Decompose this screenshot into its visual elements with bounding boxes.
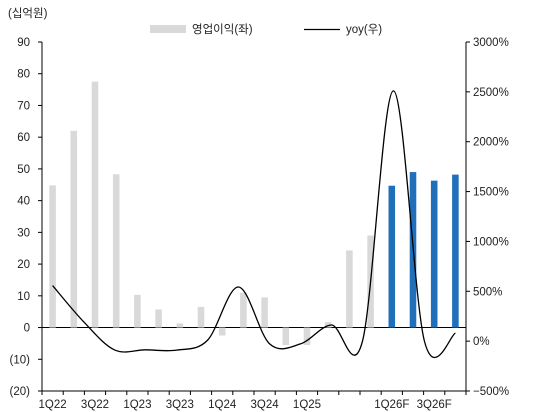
bar: [197, 306, 205, 328]
bar: [324, 322, 332, 328]
x-tick-label: 3Q26F: [417, 399, 452, 411]
line-series: [52, 90, 456, 359]
bar: [112, 174, 120, 328]
right-tick-label: 3000%: [473, 37, 509, 49]
bar: [303, 327, 311, 345]
legend-label-line: yoy(우): [346, 23, 382, 36]
bar-estimate: [430, 180, 438, 328]
bar-estimate: [452, 174, 459, 328]
bar: [240, 292, 247, 328]
x-tick-label: 3Q23: [166, 399, 194, 411]
bar-estimate: [388, 185, 396, 328]
unit-label: (십억원): [8, 6, 48, 20]
right-tick-label: 2000%: [473, 137, 509, 149]
bar: [155, 309, 162, 328]
bar: [261, 297, 268, 328]
right-tick-label: 2500%: [473, 87, 509, 99]
bar: [218, 327, 226, 336]
left-tick-label: 60: [17, 132, 30, 144]
left-tick-label: 0: [24, 323, 30, 335]
right-tick-label: 0%: [473, 336, 490, 348]
legend-label-bar: 영업이익(좌): [192, 23, 253, 36]
right-tick-label: 1000%: [473, 236, 509, 248]
left-tick-label: 30: [17, 227, 30, 239]
bar-series: [49, 81, 459, 345]
x-tick-label: 1Q22: [39, 399, 67, 411]
x-tick-label: 3Q22: [81, 399, 109, 411]
left-tick-label: 10: [17, 291, 30, 303]
legend-swatch-bar: [150, 25, 186, 33]
right-tick-label: 500%: [473, 286, 502, 298]
x-tick-label: 1Q25: [293, 399, 321, 411]
bar: [70, 130, 78, 328]
left-tick-label: 20: [17, 259, 30, 271]
left-tick-label: 70: [17, 100, 30, 112]
x-tick-label: 1Q26F: [374, 399, 409, 411]
x-tick-label: 1Q24: [208, 399, 237, 411]
axes: [41, 42, 467, 392]
left-axis-ticks: (20) (10) 0 10 20 30 40 50 60 70 80 90: [10, 37, 42, 398]
bar: [91, 81, 99, 328]
left-tick-label: (20): [10, 386, 31, 398]
yoy-line: [52, 90, 456, 359]
bar: [49, 185, 56, 328]
left-tick-label: 80: [17, 69, 30, 81]
legend: 영업이익(좌) yoy(우): [150, 23, 382, 36]
right-tick-label: −500%: [473, 386, 509, 398]
bar: [346, 250, 353, 328]
x-axis-ticks: 1Q22 3Q22 1Q23 3Q23 1Q24 3Q24 1Q25 1Q26F 3Q26F: [39, 391, 467, 411]
right-tick-label: 1500%: [473, 187, 509, 199]
x-tick-label: 3Q24: [251, 399, 280, 411]
bar: [134, 294, 141, 328]
bar: [282, 327, 290, 345]
right-axis-ticks: −500% 0% 500% 1000% 1500% 2000% 2500% 3000%: [466, 37, 509, 398]
left-tick-label: (10): [10, 354, 31, 366]
left-tick-label: 40: [17, 196, 30, 208]
left-tick-label: 90: [17, 37, 30, 49]
left-tick-label: 50: [17, 164, 30, 176]
bar: [176, 323, 184, 328]
x-tick-label: 1Q23: [123, 399, 151, 411]
